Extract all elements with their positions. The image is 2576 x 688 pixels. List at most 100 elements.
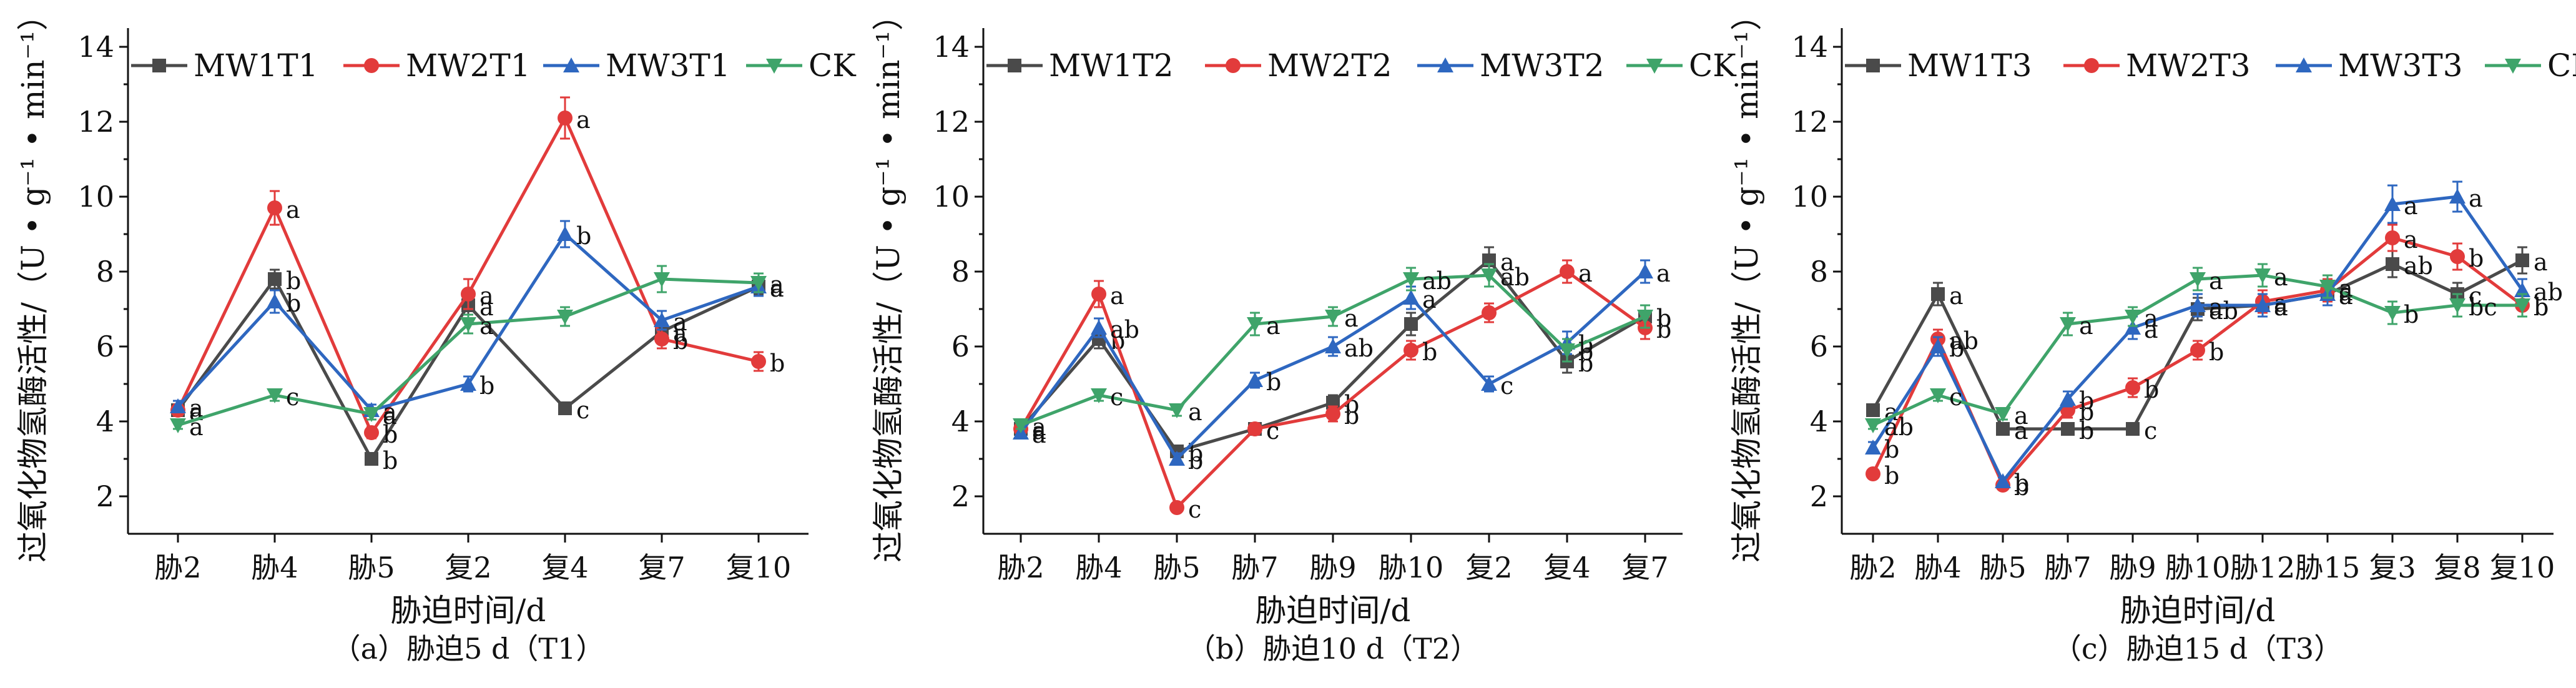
data-point <box>267 388 283 403</box>
significance-label: b <box>2144 376 2159 403</box>
data-point <box>2319 280 2336 295</box>
significance-label: b <box>673 327 688 355</box>
data-point <box>1866 403 1880 417</box>
significance-label: c <box>1188 496 1201 523</box>
legend-marker <box>152 59 166 72</box>
legend-label: MW3T2 <box>1480 47 1605 84</box>
significance-label: a <box>2274 263 2288 291</box>
y-tick-label: 6 <box>96 330 114 363</box>
significance-label: b <box>2404 301 2419 328</box>
x-axis-title: 胁迫时间/d <box>2120 592 2276 629</box>
data-point <box>1481 268 1497 283</box>
data-point <box>2449 298 2465 313</box>
significance-label: a <box>189 395 204 422</box>
x-tick-label: 复2 <box>445 551 491 584</box>
significance-label: a <box>1032 417 1046 445</box>
y-tick-label: 12 <box>933 105 970 139</box>
data-point <box>2254 297 2271 312</box>
data-point <box>750 276 767 291</box>
y-tick-label: 4 <box>96 405 114 438</box>
significance-label: b <box>2014 469 2029 497</box>
significance-label: a <box>1032 421 1046 448</box>
data-point <box>557 310 573 325</box>
legend-item: MW3T2 <box>1417 47 1605 84</box>
data-point <box>1247 372 1263 387</box>
significance-label: a <box>286 196 300 224</box>
significance-label: c <box>1266 417 1279 445</box>
legend-marker <box>1646 59 1663 74</box>
significance-label: b <box>1656 316 1671 343</box>
data-point <box>751 354 766 369</box>
data-point <box>267 293 283 308</box>
significance-label: a <box>2339 282 2353 310</box>
panel-caption: （c）胁迫15 d（T3） <box>2053 632 2342 666</box>
significance-label: a <box>479 282 494 310</box>
significance-label: a <box>2339 282 2353 310</box>
x-tick-label: 胁5 <box>1979 551 2026 584</box>
significance-label: ab <box>1110 316 1139 343</box>
x-tick-label: 复7 <box>638 551 685 584</box>
x-tick-label: 胁12 <box>2230 551 2296 584</box>
x-tick-label: 胁2 <box>1849 551 1896 584</box>
data-point <box>2385 230 2400 245</box>
y-tick-label: 6 <box>951 330 970 363</box>
y-axis-title: 过氧化物氢酶活性/（U • g⁻¹ • min⁻¹） <box>15 0 51 563</box>
significance-label: ab <box>1344 335 1374 362</box>
legend-item: MW3T3 <box>2276 47 2463 84</box>
legend-label: MW1T1 <box>194 47 318 84</box>
significance-label: c <box>1110 383 1123 411</box>
significance-label: c <box>2144 417 2157 445</box>
y-axis-title: 过氧化物氢酶活性/（U • g⁻¹ • min⁻¹） <box>870 0 907 563</box>
significance-label: b <box>1344 402 1359 430</box>
legend-item: CK <box>1626 47 1737 84</box>
legend-marker <box>766 59 782 74</box>
data-point <box>2060 317 2076 332</box>
legend-marker <box>2505 59 2521 74</box>
significance-label: b <box>2079 398 2094 426</box>
data-point <box>654 312 670 327</box>
significance-label: a <box>479 312 494 340</box>
data-point <box>1930 338 1946 353</box>
x-tick-label: 复4 <box>1543 551 1590 584</box>
data-point <box>2061 422 2075 436</box>
data-point <box>1404 317 1418 331</box>
significance-label: a <box>2534 248 2548 276</box>
y-tick-label: 2 <box>951 479 970 513</box>
data-point <box>365 452 378 466</box>
legend-item: MW2T1 <box>343 47 531 84</box>
significance-label: ab <box>1422 267 1452 295</box>
significance-label: b <box>1884 462 1899 489</box>
legend-label: MW2T2 <box>1267 47 1392 84</box>
legend-marker <box>1437 57 1453 72</box>
significance-label: b <box>1656 305 1671 332</box>
significance-label: b <box>2469 245 2484 272</box>
data-point <box>460 376 476 391</box>
significance-label: b <box>770 350 785 377</box>
significance-label: a <box>673 308 687 336</box>
legend-item: MW1T1 <box>131 47 318 84</box>
x-axis-title: 胁迫时间/d <box>1256 592 1411 629</box>
significance-label: a <box>2144 316 2158 343</box>
legend-item: CK <box>746 47 857 84</box>
significance-label: a <box>673 320 687 347</box>
legend-marker <box>1008 59 1021 72</box>
data-point <box>1169 451 1185 466</box>
x-tick-label: 胁2 <box>154 551 201 584</box>
significance-label: b <box>1656 305 1671 332</box>
significance-label: a <box>1500 248 1515 276</box>
chart-panel-c: 2 4 6 8 10 12 14 胁2 胁4 胁5 胁7 胁9 胁10 胁12 胁15 复3 复8 复10 胁迫时间… <box>1729 0 2576 666</box>
legend-label: MW2T1 <box>406 47 531 84</box>
significance-label: ab <box>1884 413 1914 441</box>
data-point <box>2514 298 2530 313</box>
significance-label: b <box>2079 387 2094 415</box>
y-tick-label: 14 <box>1791 30 1828 64</box>
data-point <box>1637 310 1653 325</box>
data-point <box>268 272 282 286</box>
data-point <box>2254 268 2271 283</box>
data-point <box>1931 287 1945 301</box>
data-point <box>1247 317 1263 332</box>
